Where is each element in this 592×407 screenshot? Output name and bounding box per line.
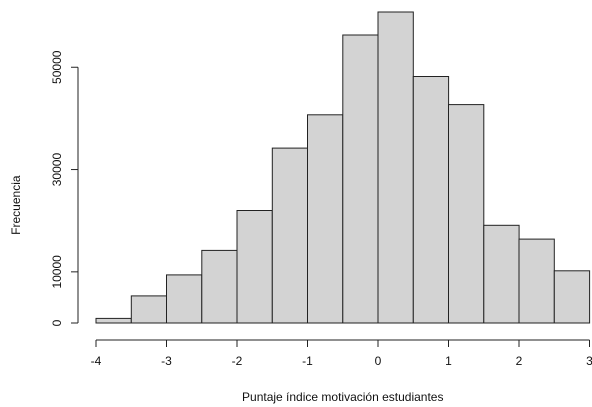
histogram-bar-4 [201,249,238,324]
x-tick-label: 3 [586,354,592,368]
y-tick-label: 0 [50,319,64,326]
histogram-bar-13 [518,238,555,324]
histogram-bar-6 [271,147,309,324]
y-axis: 0 10000 30000 50000 [50,50,79,326]
histogram-bar-9 [377,11,414,324]
x-tick-label: -1 [302,354,313,368]
y-tick-label: 50000 [50,50,64,84]
histogram-bar-5 [236,210,273,324]
x-tick-label: -2 [232,354,243,368]
x-tick-label: 2 [516,354,523,368]
x-tick-label: 0 [375,354,382,368]
histogram-bar-14 [553,270,591,324]
bars-group [95,11,591,324]
y-axis-title: Frecuencia [9,175,23,235]
x-tick-label: -3 [161,354,172,368]
y-tick-label: 30000 [50,153,64,187]
x-tick-label: 1 [445,354,452,368]
histogram-bar-10 [412,76,450,324]
histogram-bar-2 [130,295,168,324]
histogram-bar-3 [166,274,203,324]
histogram-bar-11 [448,104,485,324]
x-tick-label: -4 [91,354,102,368]
histogram-bar-1 [95,317,132,324]
histogram-bar-12 [483,224,520,324]
histogram-bar-7 [307,114,344,324]
x-axis-title: Puntaje índice motivación estudiantes [242,390,443,404]
x-axis: -4 -3 -2 -1 0 1 2 3 [91,339,592,368]
y-tick-label: 10000 [50,255,64,289]
histogram-bar-8 [342,34,379,324]
